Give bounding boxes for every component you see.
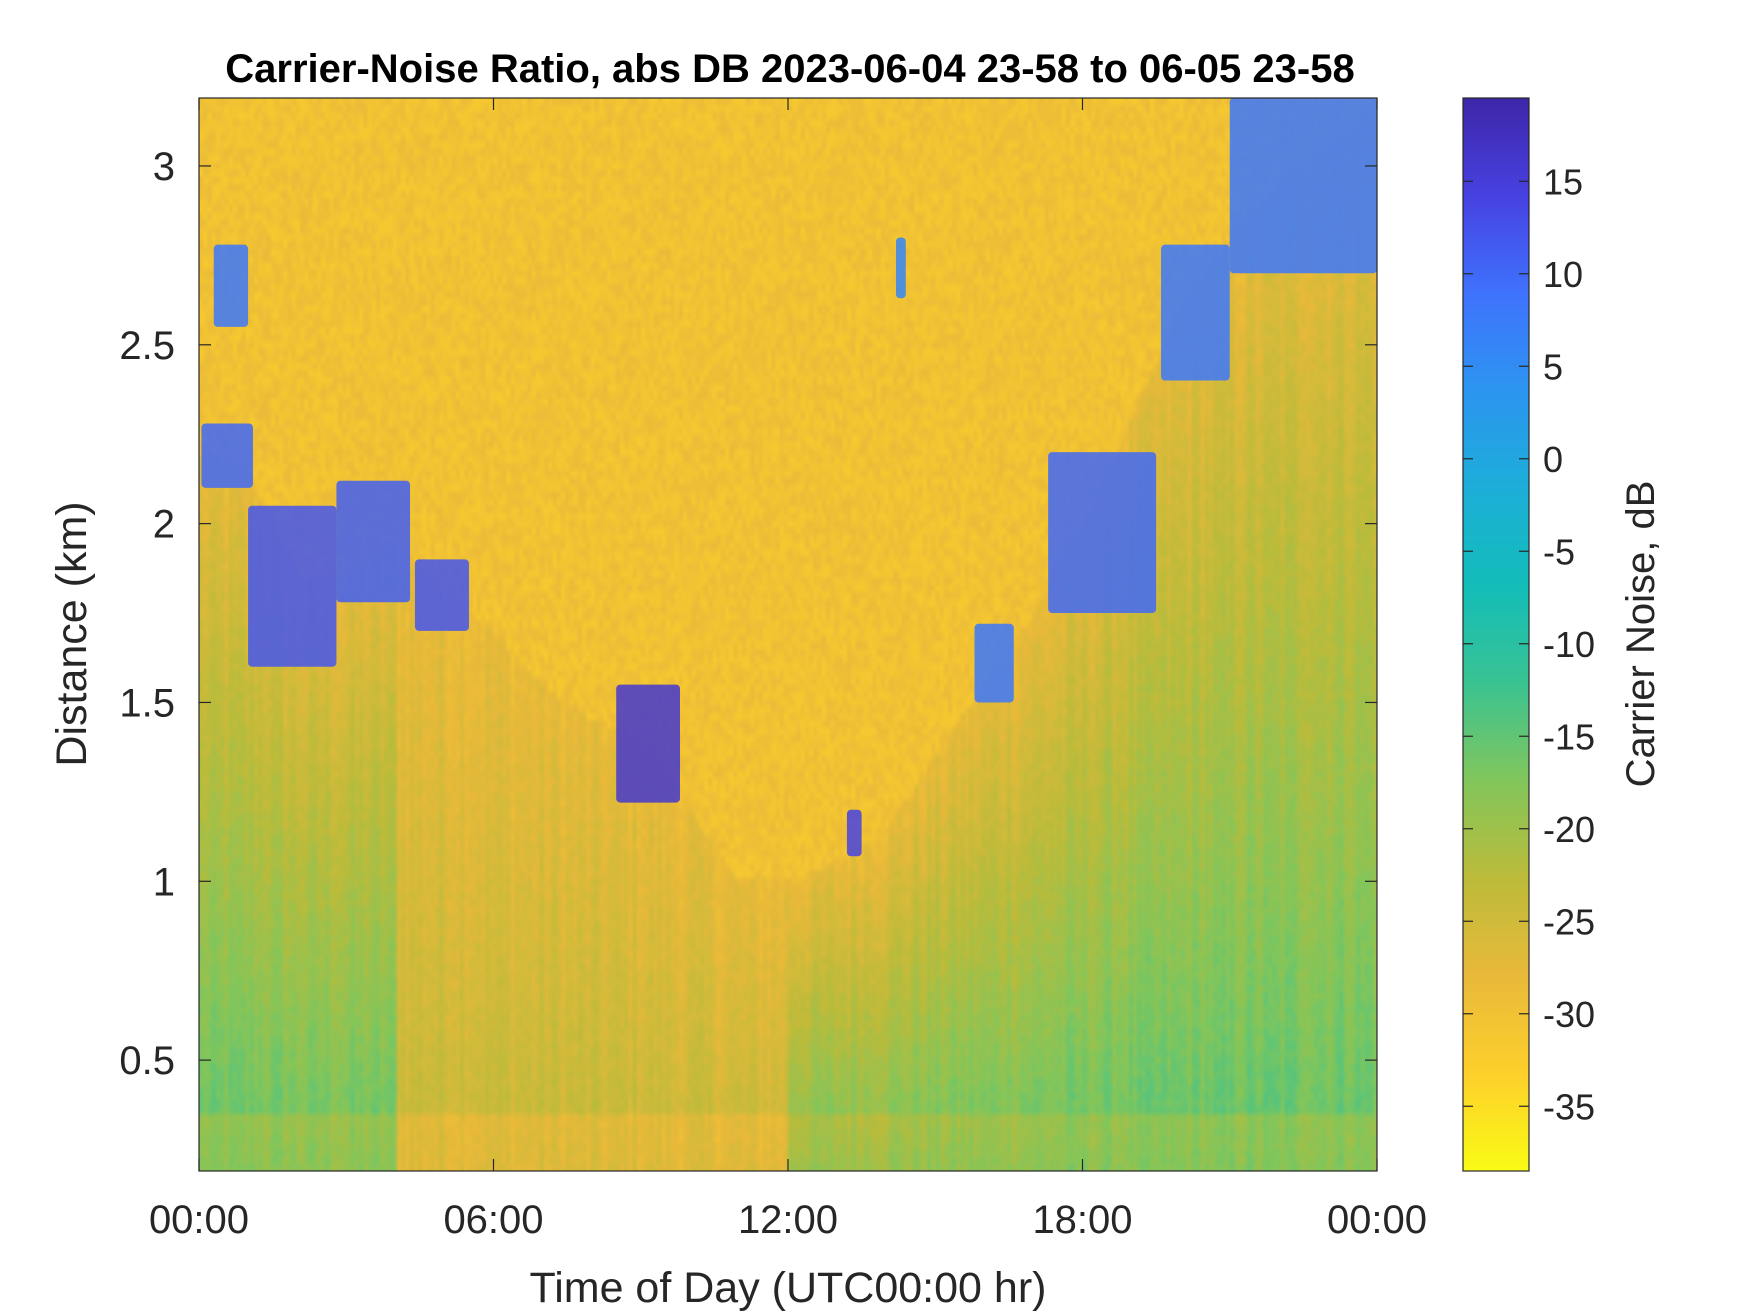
colorbar-tick-label-10: -35 — [1543, 1086, 1595, 1127]
x-axis-label: Time of Day (UTC00:00 hr) — [530, 1264, 1047, 1312]
x-tick-label-4: 00:00 — [1327, 1198, 1427, 1242]
colorbar-tick-label-4: -5 — [1543, 531, 1575, 572]
x-axis-ticks: 00:00 06:00 12:00 18:00 00:00 — [149, 98, 1427, 1242]
colorbar — [1462, 97, 1530, 1172]
colorbar-ticks: 15 10 5 0 -5 -10 -15 -20 -25 -30 -35 — [1463, 161, 1595, 1127]
aerosol-feature-7 — [895, 237, 906, 299]
colorbar-tick-label-8: -25 — [1543, 901, 1595, 942]
y-axis-ticks: 0.5 1 1.5 2 2.5 3 — [119, 145, 1377, 1083]
y-tick-label-0: 0.5 — [119, 1039, 175, 1083]
x-tick-label-1: 06:00 — [443, 1198, 543, 1242]
aerosol-feature-5 — [616, 684, 681, 803]
colorbar-tick-label-6: -15 — [1543, 716, 1595, 757]
colorbar-tick-label-1: 10 — [1543, 254, 1583, 295]
aerosol-feature-4 — [414, 559, 469, 631]
aerosol-feature-11 — [1229, 98, 1377, 274]
aerosol-feature-10 — [1161, 244, 1230, 381]
x-tick-label-2: 12:00 — [738, 1198, 838, 1242]
aerosol-feature-2 — [248, 505, 337, 667]
y-tick-label-5: 3 — [153, 145, 175, 189]
colorbar-tick-label-0: 15 — [1543, 161, 1583, 202]
colorbar-tick-label-9: -30 — [1543, 994, 1595, 1035]
x-tick-label-0: 00:00 — [149, 1198, 249, 1242]
chart-title: Carrier-Noise Ratio, abs DB 2023-06-04 2… — [225, 47, 1354, 91]
aerosol-feature-6 — [846, 809, 862, 857]
y-axis-label: Distance (km) — [48, 501, 96, 766]
x-tick-label-3: 18:00 — [1032, 1198, 1132, 1242]
colorbar-tick-label-3: 0 — [1543, 439, 1563, 480]
y-tick-label-4: 2.5 — [119, 324, 175, 368]
colorbar-tick-label-5: -10 — [1543, 624, 1595, 665]
colorbar-tick-label-2: 5 — [1543, 346, 1563, 387]
heatmap-plot-area — [199, 98, 1377, 1171]
aerosol-feature-9 — [1048, 452, 1157, 614]
aerosol-feature-8 — [974, 623, 1014, 703]
aerosol-feature-3 — [336, 480, 411, 603]
y-tick-label-3: 2 — [153, 503, 175, 547]
y-tick-label-2: 1.5 — [119, 681, 175, 725]
colorbar-tick-label-7: -20 — [1543, 809, 1595, 850]
aerosol-feature-1 — [213, 244, 249, 327]
colorbar-label: Carrier Noise, dB — [1619, 481, 1663, 788]
aerosol-feature-0 — [201, 423, 253, 488]
y-tick-label-1: 1 — [153, 860, 175, 904]
